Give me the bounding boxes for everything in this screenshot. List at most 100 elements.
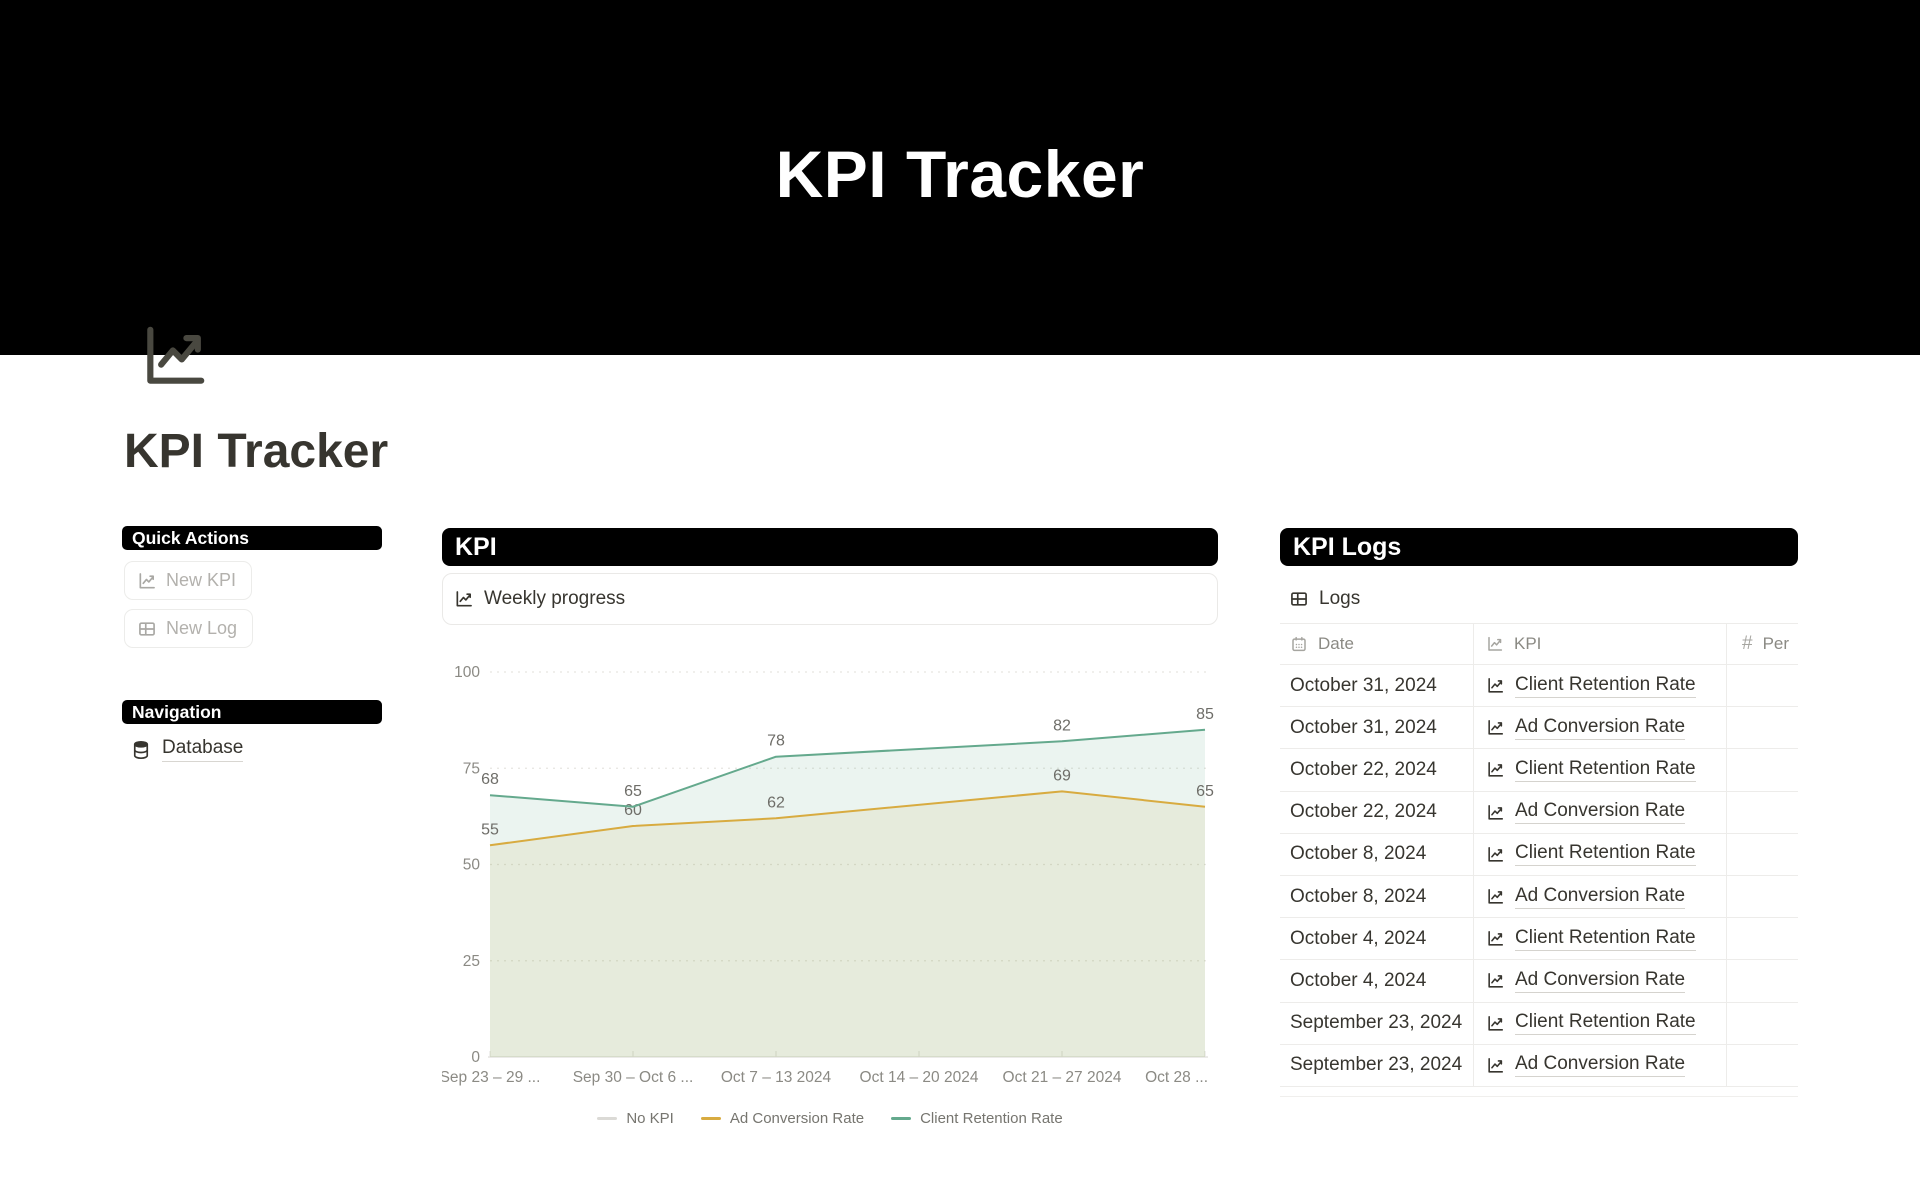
kpi-page-link[interactable]: Ad Conversion Rate [1515, 800, 1686, 825]
legend-item: No KPI [597, 1110, 674, 1127]
table-row: October 22, 2024 Client Retention Rate [1280, 749, 1798, 792]
svg-text:Oct 21 – 27 2024: Oct 21 – 27 2024 [1003, 1069, 1122, 1086]
kpi-cell[interactable]: Client Retention Rate [1473, 833, 1726, 875]
kpi-cell[interactable]: Client Retention Rate [1473, 665, 1726, 707]
logs-database-title[interactable]: Logs [1289, 588, 1360, 610]
table-row: October 22, 2024 Ad Conversion Rate [1280, 791, 1798, 834]
date-cell[interactable]: September 23, 2024 [1280, 1003, 1473, 1044]
legend-item: Ad Conversion Rate [700, 1110, 864, 1127]
page-title: KPI Tracker [124, 425, 389, 478]
date-value: October 22, 2024 [1290, 801, 1437, 823]
chart-increasing-icon [1488, 973, 1504, 989]
svg-text:Oct 7 – 13 2024: Oct 7 – 13 2024 [721, 1069, 832, 1086]
date-cell[interactable]: October 4, 2024 [1280, 960, 1473, 1001]
logs-table-header: Date KPI # Per [1280, 623, 1798, 665]
date-value: October 31, 2024 [1290, 674, 1437, 696]
performance-cell[interactable] [1726, 707, 1798, 749]
svg-text:Oct 28 ...: Oct 28 ... [1145, 1069, 1208, 1086]
kpi-page-link[interactable]: Client Retention Rate [1515, 1011, 1696, 1036]
chart-legend: No KPI Ad Conversion Rate Client Retention… [442, 1110, 1218, 1127]
svg-text:65: 65 [1196, 783, 1214, 800]
performance-cell[interactable] [1726, 1044, 1798, 1086]
performance-column-label: Per [1762, 634, 1790, 653]
table-row: October 4, 2024 Client Retention Rate [1280, 918, 1798, 961]
kpi-logs-section-heading: KPI Logs [1280, 528, 1798, 566]
column-header-date[interactable]: Date [1280, 624, 1473, 664]
table-row: September 23, 2024 Ad Conversion Rate [1280, 1044, 1798, 1087]
kpi-column-label: KPI [1514, 634, 1542, 653]
svg-text:78: 78 [767, 733, 785, 750]
svg-text:65: 65 [624, 783, 642, 800]
table-row: September 23, 2024 Client Retention Rate [1280, 1002, 1798, 1045]
kpi-cell[interactable]: Client Retention Rate [1473, 1002, 1726, 1044]
date-cell[interactable]: October 4, 2024 [1280, 918, 1473, 959]
table-row: October 31, 2024 Ad Conversion Rate [1280, 707, 1798, 750]
performance-cell[interactable] [1726, 665, 1798, 707]
kpi-cell[interactable]: Ad Conversion Rate [1473, 1044, 1726, 1086]
weekly-progress-toggle[interactable]: Weekly progress [442, 573, 1218, 625]
svg-text:69: 69 [1053, 767, 1071, 784]
logs-title-label: Logs [1319, 588, 1361, 609]
performance-cell[interactable] [1726, 791, 1798, 833]
svg-text:Sep 30 – Oct 6 ...: Sep 30 – Oct 6 ... [573, 1069, 694, 1086]
performance-cell[interactable] [1726, 833, 1798, 875]
chart-increasing-icon [1488, 889, 1504, 904]
date-cell[interactable]: October 22, 2024 [1280, 792, 1473, 833]
performance-cell[interactable] [1726, 875, 1798, 918]
kpi-cell[interactable]: Ad Conversion Rate [1473, 960, 1726, 1002]
date-value: September 23, 2024 [1290, 1054, 1463, 1076]
logs-table-body: October 31, 2024 Client Retention Rate O… [1280, 665, 1798, 1087]
date-cell[interactable]: October 8, 2024 [1280, 834, 1473, 875]
date-cell[interactable]: September 23, 2024 [1280, 1045, 1473, 1086]
kpi-page-link[interactable]: Ad Conversion Rate [1515, 885, 1686, 909]
cover-banner: KPI Tracker [0, 0, 1920, 355]
kpi-page-link[interactable]: Ad Conversion Rate [1515, 1053, 1686, 1078]
cover-title: KPI Tracker [775, 137, 1145, 211]
kpi-page-link[interactable]: Client Retention Rate [1515, 758, 1696, 782]
kpi-line-chart: 0 25 50 75 100 Sep 23 – 29 ... Sep 30 – Oct 6 … [442, 664, 1214, 1086]
svg-text:0: 0 [471, 1049, 480, 1066]
legend-swatch [597, 1117, 618, 1120]
svg-text:75: 75 [463, 760, 480, 777]
performance-cell[interactable] [1726, 918, 1798, 960]
kpi-cell[interactable]: Client Retention Rate [1473, 918, 1726, 960]
date-cell[interactable]: October 22, 2024 [1280, 749, 1473, 790]
performance-cell[interactable] [1726, 1002, 1798, 1044]
kpi-cell[interactable]: Ad Conversion Rate [1473, 707, 1726, 749]
kpi-page-link[interactable]: Client Retention Rate [1515, 842, 1696, 867]
new-log-button-label: New Log [166, 618, 238, 638]
new-kpi-button[interactable]: New KPI [124, 561, 253, 600]
date-cell[interactable]: October 31, 2024 [1280, 707, 1473, 748]
calendar-icon [1292, 636, 1306, 652]
performance-cell[interactable] [1726, 960, 1798, 1002]
kpi-cell[interactable]: Ad Conversion Rate [1473, 875, 1726, 918]
chart-increasing-icon [1488, 720, 1504, 735]
kpi-page-link[interactable]: Client Retention Rate [1515, 674, 1696, 698]
database-link-label: Database [162, 737, 244, 762]
sidebar-item-database[interactable]: Database [131, 737, 244, 762]
date-cell[interactable]: October 31, 2024 [1280, 665, 1473, 706]
kpi-page-link[interactable]: Ad Conversion Rate [1515, 969, 1686, 993]
logs-table: Date KPI # Per October 31, 2024 Client R… [1280, 623, 1798, 1087]
date-value: October 8, 2024 [1290, 843, 1427, 865]
date-cell[interactable]: October 8, 2024 [1280, 876, 1473, 917]
kpi-page-link[interactable]: Client Retention Rate [1515, 927, 1696, 951]
date-value: October 8, 2024 [1290, 885, 1427, 907]
date-value: October 4, 2024 [1290, 969, 1427, 991]
svg-text:50: 50 [463, 857, 481, 874]
column-header-kpi[interactable]: KPI [1473, 624, 1726, 664]
date-column-label: Date [1318, 634, 1354, 653]
chart-increasing-icon[interactable] [138, 319, 212, 393]
date-value: October 31, 2024 [1290, 716, 1437, 738]
performance-cell[interactable] [1726, 749, 1798, 791]
table-row: October 31, 2024 Client Retention Rate [1280, 665, 1798, 708]
chart-increasing-icon [139, 572, 155, 589]
column-header-performance[interactable]: # Per [1726, 624, 1798, 664]
chart-increasing-icon [1488, 1015, 1504, 1031]
new-log-button[interactable]: New Log [124, 609, 254, 648]
kpi-cell[interactable]: Client Retention Rate [1473, 749, 1726, 791]
number-icon: # [1742, 633, 1753, 654]
kpi-page-link[interactable]: Ad Conversion Rate [1515, 716, 1686, 740]
kpi-cell[interactable]: Ad Conversion Rate [1473, 791, 1726, 833]
